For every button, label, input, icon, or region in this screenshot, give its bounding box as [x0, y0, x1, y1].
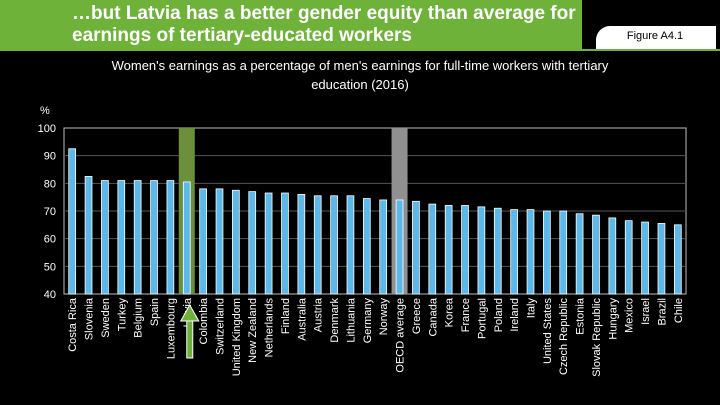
- bar-belgium: [133, 180, 142, 295]
- header-divider: [0, 49, 720, 51]
- bar-oecd-average: [395, 199, 404, 295]
- category-label: Norway: [378, 298, 390, 336]
- bar-colombia: [199, 188, 207, 295]
- bar-korea: [444, 205, 453, 295]
- bar-canada: [428, 203, 437, 295]
- category-label: Poland: [493, 298, 505, 332]
- bar-switzerland: [215, 188, 224, 295]
- bar-finland: [281, 192, 289, 295]
- category-label: Denmark: [329, 298, 341, 343]
- category-label: Turkey: [116, 298, 128, 332]
- bar-greece: [412, 200, 420, 295]
- category-label: Italy: [526, 298, 538, 319]
- category-label: New Zealand: [247, 298, 259, 363]
- y-tick-label: 40: [44, 289, 56, 301]
- category-label: Lithuania: [345, 297, 357, 343]
- y-tick-label: 70: [44, 206, 56, 218]
- arrow-shaft: [186, 319, 194, 359]
- category-labels: Costa Rica Slovenia Sweden Turkey Belgium Spa…: [67, 297, 685, 377]
- category-label: Sweden: [100, 298, 112, 338]
- category-label: Hungary: [607, 298, 619, 340]
- category-label: France: [460, 298, 472, 332]
- category-label: Spain: [149, 298, 161, 326]
- bar-chile: [673, 224, 682, 295]
- category-label: Finland: [280, 298, 292, 334]
- category-label: Estonia: [575, 297, 587, 335]
- bar-portugal: [477, 206, 486, 295]
- bar-france: [461, 205, 469, 295]
- y-tick-label: 50: [44, 261, 56, 273]
- category-label: United States: [542, 298, 554, 365]
- slide-title: …but Latvia has a better gender equity t…: [72, 3, 576, 46]
- bar-israel: [641, 221, 649, 295]
- category-label: Austria: [313, 297, 325, 332]
- category-label: Australia: [296, 297, 308, 341]
- bar-slovenia: [84, 176, 93, 295]
- bar-lithuania: [346, 195, 355, 295]
- bar-new-zealand: [248, 191, 257, 295]
- category-label: Canada: [427, 297, 439, 336]
- y-tick-label: 80: [44, 178, 56, 190]
- bar-costa-rica: [68, 148, 77, 295]
- bar-turkey: [117, 180, 126, 295]
- category-label: Czech Republic: [558, 298, 570, 376]
- y-axis-label: %: [40, 105, 50, 117]
- title-banner: [0, 0, 582, 50]
- category-label: Luxembourg: [165, 298, 177, 359]
- chart-title: Women's earnings as a percentage of men'…: [111, 58, 609, 92]
- bar-austria: [313, 195, 322, 295]
- category-label: Greece: [411, 298, 423, 334]
- category-label: Chile: [673, 298, 685, 323]
- category-label: United Kingdom: [231, 298, 243, 376]
- category-label: Portugal: [476, 298, 488, 339]
- bar-estonia: [575, 213, 584, 295]
- category-label: Slovak Republic: [591, 298, 603, 377]
- bar-netherlands: [264, 192, 273, 295]
- category-label: Germany: [362, 298, 374, 344]
- bar-denmark: [330, 195, 338, 295]
- category-label: Costa Rica: [67, 297, 79, 352]
- bar-latvia: [182, 181, 191, 295]
- y-tick-label: 100: [38, 123, 56, 135]
- category-label: OECD average: [395, 298, 407, 373]
- latvia-arrow-icon: [179, 303, 200, 359]
- category-label: Switzerland: [215, 298, 227, 355]
- bar-czech-republic: [559, 210, 568, 295]
- category-label: Ireland: [509, 298, 521, 332]
- arrow-head: [179, 303, 200, 322]
- category-label: Colombia: [198, 297, 210, 344]
- bar-united-states: [543, 210, 551, 295]
- bar-luxembourg: [166, 180, 175, 295]
- category-label: Netherlands: [264, 298, 276, 358]
- bar-ireland: [510, 209, 518, 295]
- bars: [68, 148, 682, 295]
- bar-poland: [493, 207, 502, 295]
- category-label: Brazil: [656, 298, 668, 326]
- category-label: Belgium: [133, 298, 145, 338]
- bar-hungary: [608, 217, 617, 295]
- bar-germany: [362, 198, 371, 295]
- bar-slovak-republic: [592, 214, 600, 295]
- bar-norway: [379, 199, 388, 295]
- bar-italy: [526, 209, 535, 295]
- y-tick-label: 90: [44, 151, 56, 163]
- category-label: Mexico: [624, 298, 636, 333]
- bar-mexico: [624, 220, 633, 295]
- category-label: Korea: [444, 297, 456, 327]
- bar-brazil: [657, 223, 666, 295]
- bar-united-kingdom: [232, 189, 240, 295]
- bar-australia: [297, 193, 306, 295]
- figure-label: Figure A4.1: [626, 30, 684, 42]
- y-tick-labels: 40 50 60 70 80 90 100: [38, 123, 56, 301]
- category-label: Slovenia: [84, 297, 96, 340]
- category-label: Israel: [640, 298, 652, 325]
- y-tick-label: 60: [44, 234, 56, 246]
- bar-sweden: [101, 180, 109, 295]
- bar-spain: [150, 180, 158, 295]
- figure-tab: [596, 26, 716, 50]
